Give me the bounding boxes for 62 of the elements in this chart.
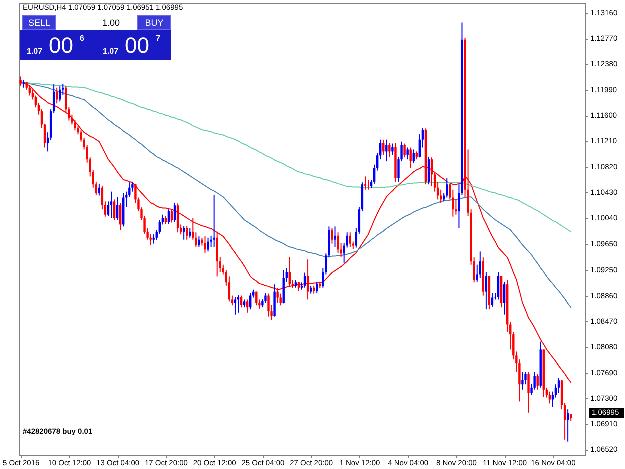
- annotation: 7: [156, 34, 161, 43]
- candlestick: [406, 147, 409, 160]
- candlestick: [446, 178, 448, 198]
- candlestick: [110, 191, 113, 219]
- candlestick: [536, 374, 539, 390]
- candlestick: [331, 228, 334, 244]
- candlestick: [497, 272, 500, 300]
- candlestick: [20, 76, 22, 86]
- candlestick: [337, 232, 340, 254]
- annotation: 00: [49, 33, 74, 58]
- candlestick: [204, 236, 206, 254]
- candlestick: [304, 272, 306, 288]
- candlestick: [189, 228, 192, 238]
- candlestick: [113, 199, 116, 221]
- candlestick: [182, 226, 186, 240]
- candlestick: [334, 226, 336, 248]
- candlestick: [566, 409, 570, 442]
- candlestick: [213, 194, 216, 248]
- candlestick: [349, 232, 352, 248]
- candlestick: [386, 139, 388, 162]
- candlestick: [485, 272, 488, 310]
- candlestick: [528, 372, 530, 414]
- candlestick: [558, 378, 560, 394]
- candlestick: [306, 259, 310, 300]
- candlestick: [268, 293, 270, 318]
- candlestick: [168, 209, 170, 225]
- candlestick: [152, 234, 155, 244]
- annotation: SELL: [28, 18, 51, 28]
- annotation: 1.07: [27, 47, 44, 56]
- candlestick: [234, 296, 237, 316]
- candlestick: [392, 143, 394, 156]
- candlestick: [364, 176, 367, 190]
- candlestick: [207, 237, 210, 252]
- candlestick: [388, 142, 391, 158]
- candlestick: [404, 143, 406, 158]
- candlestick: [410, 147, 412, 169]
- candlestick: [176, 203, 180, 234]
- annotation: 1.07: [103, 47, 120, 56]
- annotation: BUY: [145, 18, 164, 28]
- candlestick: [198, 236, 200, 248]
- candlestick: [522, 372, 524, 390]
- candlestick: [119, 202, 122, 230]
- candlestick: [116, 196, 119, 221]
- candlestick: [428, 156, 430, 186]
- candlestick: [412, 149, 415, 164]
- candlestick: [298, 281, 300, 292]
- candlestick: [264, 292, 267, 304]
- candlestick: [216, 231, 218, 278]
- annotation: 00: [125, 33, 150, 58]
- candlestick: [170, 209, 174, 224]
- annotation: 1.00: [102, 18, 120, 28]
- candlestick: [174, 202, 176, 223]
- candlestick: [276, 288, 279, 304]
- candlestick: [240, 295, 243, 308]
- candlestick: [288, 256, 292, 288]
- annotation: 6: [80, 34, 85, 43]
- candlestick: [479, 251, 482, 279]
- candlestick: [186, 226, 188, 240]
- candlestick: [382, 140, 385, 156]
- candlestick: [256, 291, 258, 306]
- candlestick: [503, 281, 506, 316]
- candlestick: [246, 299, 249, 314]
